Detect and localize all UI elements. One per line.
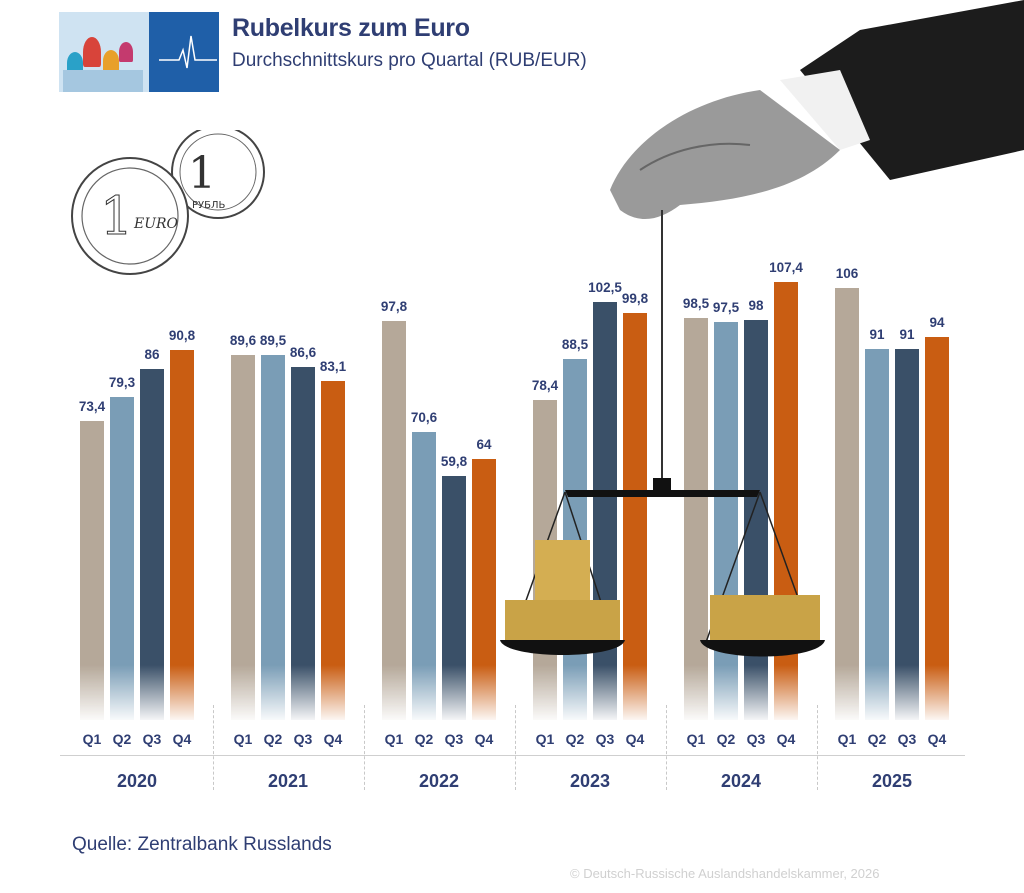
- group-separator: [817, 705, 818, 790]
- svg-text:EURO: EURO: [133, 216, 179, 232]
- bar-2025-q4: [925, 336, 949, 720]
- quarter-label: Q1: [837, 731, 857, 747]
- chart-title: Rubelkurs zum Euro: [232, 14, 470, 42]
- year-label-2025: 2025: [871, 771, 913, 791]
- quarter-label: Q2: [716, 731, 736, 747]
- bar-2020-q4: [170, 349, 194, 720]
- svg-text:1: 1: [188, 148, 216, 199]
- quarter-label: Q1: [82, 731, 102, 747]
- value-label: 73,4: [78, 398, 106, 414]
- value-label: 98: [748, 298, 764, 314]
- quarter-label: Q2: [263, 731, 283, 747]
- quarter-label: Q4: [474, 731, 494, 747]
- group-separator: [213, 705, 214, 790]
- value-label: 97,5: [712, 300, 740, 316]
- value-label: 59,8: [440, 454, 468, 470]
- svg-text:1: 1: [100, 187, 133, 247]
- bar-2023-q4: [623, 312, 647, 720]
- value-label: 89,5: [259, 333, 287, 348]
- value-label: 98,5: [682, 296, 710, 312]
- value-label: 70,6: [410, 410, 438, 426]
- year-label-2020: 2020: [116, 771, 158, 791]
- quarter-label: Q3: [142, 731, 162, 747]
- bar-2021-q2: [261, 355, 285, 720]
- bar-2024-q2: [714, 322, 738, 720]
- year-label-2024: 2024: [720, 771, 762, 791]
- quarter-label: Q3: [444, 731, 464, 747]
- value-label: 79,3: [108, 374, 136, 390]
- bar-2021-q3: [291, 366, 315, 720]
- value-label: 94: [929, 314, 945, 330]
- bar-2025-q1: [835, 287, 859, 720]
- bar-2021-q4: [321, 381, 345, 720]
- quarter-label: Q2: [565, 731, 585, 747]
- bar-2024-q1: [684, 318, 708, 720]
- year-label-2023: 2023: [569, 771, 611, 791]
- bar-2024-q4: [774, 282, 798, 720]
- value-label: 106: [835, 265, 859, 281]
- value-label: 99,8: [621, 290, 649, 306]
- bar-2025-q3: [895, 348, 919, 720]
- quarter-label: Q1: [686, 731, 706, 747]
- bottom-fade: [60, 665, 965, 720]
- year-label-2022: 2022: [418, 771, 460, 791]
- value-label: 107,4: [769, 260, 803, 275]
- quarter-label: Q4: [625, 731, 645, 747]
- source-note: Quelle: Zentralbank Russlands: [72, 834, 332, 855]
- x-axis-line: [60, 755, 965, 756]
- quarter-label: Q1: [384, 731, 404, 747]
- bar-2023-q3: [593, 301, 617, 720]
- logo: [59, 12, 219, 92]
- quarter-label: Q3: [595, 731, 615, 747]
- value-label: 88,5: [561, 337, 589, 353]
- group-separator: [364, 705, 365, 790]
- quarter-label: Q4: [776, 731, 796, 747]
- bar-2025-q2: [865, 348, 889, 720]
- value-label: 86,6: [289, 344, 317, 360]
- bar-2022-q1: [382, 321, 406, 720]
- group-separator: [515, 705, 516, 790]
- value-label: 86: [144, 347, 160, 363]
- quarter-label: Q4: [172, 731, 192, 747]
- chart-subtitle: Durchschnittskurs pro Quartal (RUB/EUR): [232, 50, 587, 71]
- value-label: 97,8: [380, 299, 408, 315]
- quarter-label: Q4: [323, 731, 343, 747]
- quarter-label: Q1: [233, 731, 253, 747]
- svg-text:РУБЛЬ: РУБЛЬ: [192, 200, 226, 211]
- copyright-note: © Deutsch-Russische Auslandshandelskamme…: [570, 866, 880, 881]
- bar-2024-q3: [744, 320, 768, 720]
- quarter-label: Q3: [293, 731, 313, 747]
- quarter-label: Q3: [897, 731, 917, 747]
- quarter-label: Q4: [927, 731, 947, 747]
- value-label: 90,8: [168, 327, 196, 343]
- quarter-label: Q1: [535, 731, 555, 747]
- bar-2020-q3: [140, 369, 164, 720]
- group-separator: [666, 705, 667, 790]
- value-label: 64: [476, 436, 492, 452]
- quarter-label: Q2: [414, 731, 434, 747]
- value-label: 102,5: [588, 279, 622, 295]
- coins-illustration: 1 РУБЛЬ 1 EURO: [71, 130, 265, 275]
- value-label: 83,1: [319, 359, 347, 375]
- value-label: 78,4: [531, 378, 559, 394]
- value-label: 89,6: [229, 332, 257, 348]
- quarter-label: Q2: [112, 731, 132, 747]
- quarter-label: Q2: [867, 731, 887, 747]
- quarter-label: Q3: [746, 731, 766, 747]
- value-label: 91: [869, 326, 885, 342]
- bar-2021-q1: [231, 354, 255, 720]
- hand-illustration: [610, 0, 1024, 220]
- year-label-2021: 2021: [267, 771, 309, 791]
- pulse-icon: [159, 35, 217, 69]
- value-label: 91: [899, 326, 915, 342]
